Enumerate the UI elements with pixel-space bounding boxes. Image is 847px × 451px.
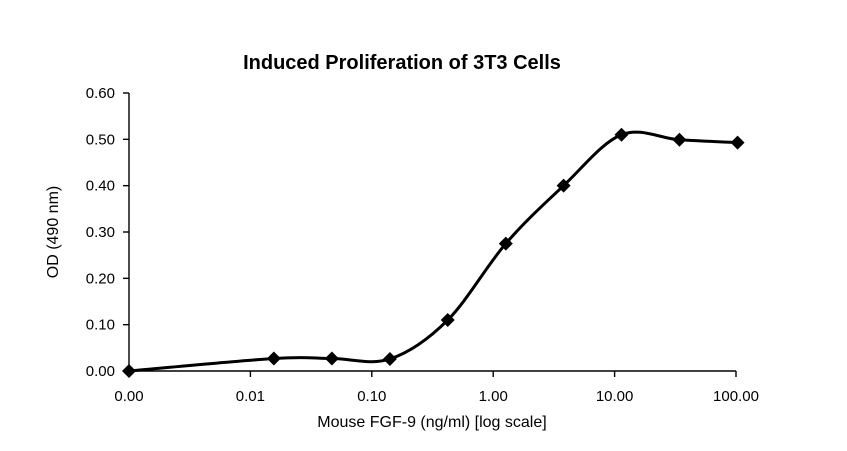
y-tick-label: 0.50 — [86, 131, 115, 148]
data-point-marker — [324, 351, 339, 366]
x-tick-label: 0.01 — [236, 388, 265, 405]
data-point-marker — [672, 132, 687, 147]
y-tick-label: 0.60 — [86, 85, 115, 102]
x-tick-label: 0.00 — [114, 388, 143, 405]
y-axis-label: OD (490 nm) — [45, 186, 62, 278]
data-point-marker — [382, 351, 397, 366]
y-tick-label: 0.30 — [86, 224, 115, 241]
data-point-marker — [498, 236, 513, 251]
x-tick-label: 100.00 — [713, 388, 759, 405]
data-point-marker — [122, 364, 136, 378]
y-tick-label: 0.20 — [86, 270, 115, 287]
y-tick-label: 0.10 — [86, 317, 115, 334]
axes — [128, 93, 736, 372]
y-ticks: 0.00 0.10 0.20 0.30 0.40 0.50 0.60 — [86, 85, 129, 380]
x-tick-label: 10.00 — [596, 388, 634, 405]
y-tick-label: 0.00 — [86, 363, 115, 380]
series-line — [127, 130, 740, 373]
data-point-marker — [266, 351, 281, 366]
x-tick-label: 1.00 — [479, 388, 508, 405]
y-tick-label: 0.40 — [86, 178, 115, 195]
x-axis-label: Mouse FGF-9 (ng/ml) [log scale] — [317, 414, 546, 431]
data-point-marker — [614, 127, 629, 142]
data-point-marker — [730, 135, 745, 150]
series-markers — [122, 127, 745, 378]
x-ticks: 0.00 0.01 0.10 1.00 10.00 100.00 — [114, 371, 759, 405]
x-tick-label: 0.10 — [357, 388, 386, 405]
data-point-marker — [556, 178, 571, 193]
chart-title: Induced Proliferation of 3T3 Cells — [243, 52, 561, 74]
data-point-marker — [440, 313, 455, 328]
